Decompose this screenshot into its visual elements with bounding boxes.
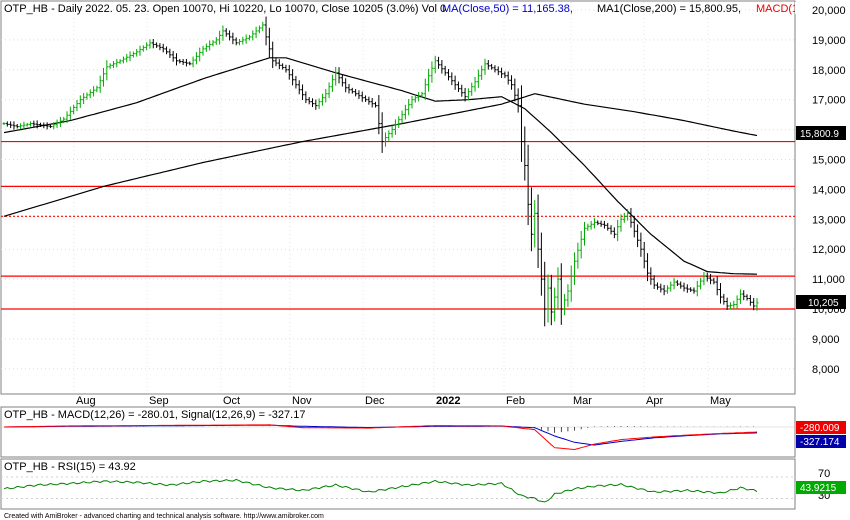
price-tick-label: 13,000 bbox=[812, 214, 846, 226]
title-clip-mask bbox=[795, 2, 805, 14]
signal-badge: -327.174 bbox=[796, 435, 846, 448]
ma200-badge-text: 15,800.9 bbox=[800, 129, 839, 140]
rsi-path bbox=[3, 478, 758, 503]
signal-path bbox=[4, 424, 758, 446]
rsi-title: OTP_HB - RSI(15) = 43.92 bbox=[4, 461, 136, 473]
ma200-line bbox=[3, 93, 758, 217]
main-pane-border bbox=[0, 0, 796, 395]
month-label: Nov bbox=[292, 395, 312, 407]
ma50-path bbox=[3, 57, 758, 275]
ma50-line bbox=[3, 57, 758, 275]
ma200-label: MA1(Close,200) = 15,800.95, bbox=[597, 3, 741, 15]
price-tick-label: 17,000 bbox=[812, 95, 846, 107]
macd-label-clipped: MACD(12 bbox=[756, 3, 804, 15]
month-label: Oct bbox=[223, 395, 240, 407]
price-tick-label: 12,000 bbox=[812, 244, 846, 256]
rsi-tick-70: 70 bbox=[818, 468, 830, 480]
month-label: Dec bbox=[365, 395, 385, 407]
macd-lines bbox=[3, 424, 758, 451]
price-tick-label: 9,000 bbox=[812, 334, 840, 346]
last-close-badge: 10,205 bbox=[796, 295, 846, 309]
month-label: Mar bbox=[573, 395, 592, 407]
month-label: Feb bbox=[506, 395, 525, 407]
price-bars bbox=[2, 16, 759, 327]
price-tick-label: 8,000 bbox=[812, 364, 840, 376]
ma200-path bbox=[3, 93, 758, 217]
ma50-label: MA(Close,50) = 11,165.38, bbox=[442, 3, 573, 15]
month-label: May bbox=[710, 395, 731, 407]
month-label: 2022 bbox=[436, 395, 460, 407]
macd-badge-text: -280.009 bbox=[800, 423, 840, 434]
price-tick-label: 18,000 bbox=[812, 65, 846, 77]
main-title: OTP_HB - Daily 2022. 05. 23. Open 10070,… bbox=[4, 3, 446, 15]
price-y-ticks: 20,00019,00018,00017,00016,00015,00014,0… bbox=[812, 5, 846, 376]
main-price-pane: 20,00019,00018,00017,00016,00015,00014,0… bbox=[0, 0, 846, 407]
footer-credit: Created with AmiBroker - advanced charti… bbox=[4, 513, 324, 520]
rsi-badge: 43.9215 bbox=[796, 481, 846, 494]
price-tick-label: 11,000 bbox=[812, 274, 845, 286]
month-labels: Aug Sep Oct Nov Dec 2022 Feb Mar Apr May bbox=[76, 395, 731, 407]
rsi-pane-border bbox=[0, 458, 796, 510]
price-tick-label: 19,000 bbox=[812, 35, 846, 47]
signal-badge-text: -327.174 bbox=[800, 437, 840, 448]
rsi-line bbox=[3, 478, 758, 503]
month-label: Sep bbox=[149, 395, 169, 407]
month-label: Aug bbox=[76, 395, 96, 407]
price-tick-label: 14,000 bbox=[812, 184, 846, 196]
last-close-badge-text: 10,205 bbox=[808, 298, 839, 309]
price-tick-label: 15,000 bbox=[812, 155, 846, 167]
rsi-badge-text: 43.9215 bbox=[800, 483, 837, 494]
ma200-badge: 15,800.9 bbox=[796, 126, 846, 140]
rsi-grid bbox=[1, 476, 795, 499]
macd-pane-border bbox=[0, 406, 796, 458]
macd-title: OTP_HB - MACD(12,26) = -280.01, Signal(1… bbox=[4, 409, 305, 421]
macd-badge: -280.009 bbox=[796, 421, 846, 434]
month-label: Apr bbox=[646, 395, 663, 407]
main-grid bbox=[1, 2, 795, 394]
horizontal-levels bbox=[1, 140, 795, 310]
price-tick-label: 20,000 bbox=[812, 5, 846, 17]
rsi-pane: OTP_HB - RSI(15) = 43.92 70 30 43.9215 bbox=[0, 458, 846, 510]
macd-path bbox=[3, 424, 758, 451]
macd-pane: OTP_HB - MACD(12,26) = -280.01, Signal(1… bbox=[0, 406, 846, 458]
